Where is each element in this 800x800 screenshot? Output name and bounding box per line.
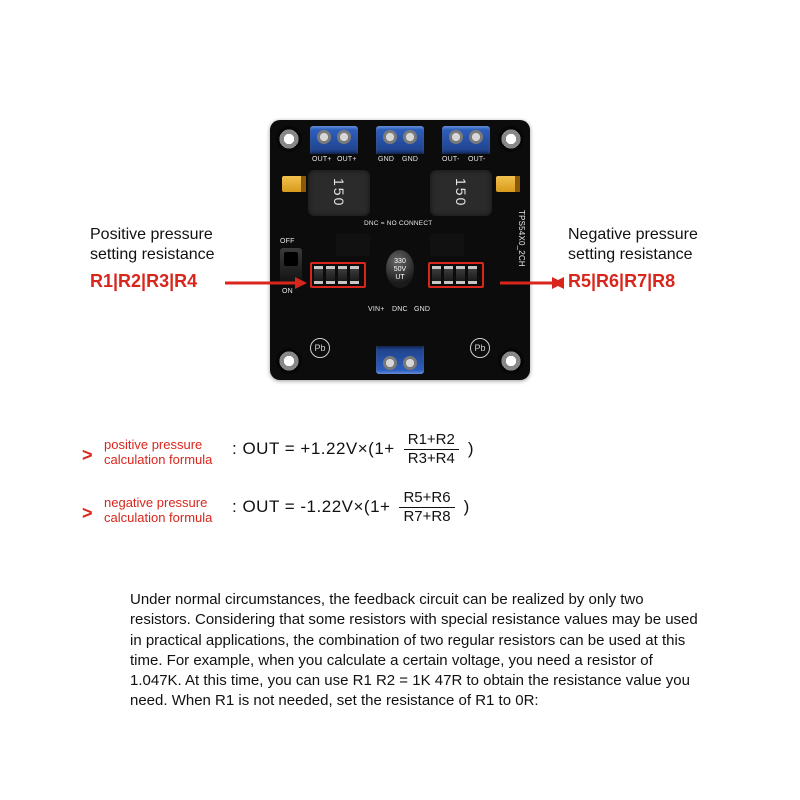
inductor-value: 150: [331, 178, 347, 207]
silk-label: GND: [378, 156, 394, 163]
formula-neg-pre: : OUT = -1.22V×(1+: [232, 497, 390, 517]
silk-label: OUT-: [468, 156, 486, 163]
silk-label: DNC: [392, 306, 408, 313]
formula-pos-num: R1+R2: [404, 432, 459, 450]
cap-value: UT: [395, 274, 404, 282]
arrow-right-icon: [488, 276, 564, 290]
formula-suffix: ): [464, 497, 470, 517]
formula-neg-num: R5+R6: [399, 490, 454, 508]
pb-badge-icon: Pb: [310, 338, 330, 358]
silk-label: VIN+: [368, 306, 385, 313]
silk-label: DNC = NO CONNECT: [364, 220, 432, 227]
smd-resistor-icon: [338, 266, 347, 284]
mount-hole-icon: [276, 126, 302, 152]
silk-label: GND: [414, 306, 430, 313]
formula-pos-den: R3+R4: [404, 450, 459, 467]
right-callout-title: Negative pressure setting resistance: [568, 225, 698, 265]
diagram-stage: OUT+ OUT+ GND GND OUT- OUT- 150 150 DNC …: [0, 0, 800, 800]
formula-neg-label: negative pressure calculation formula: [104, 496, 212, 526]
silk-label: OUT+: [337, 156, 357, 163]
formula-suffix: ): [468, 439, 474, 459]
formula-pos-pre: : OUT = +1.22V×(1+: [232, 439, 395, 459]
silk-label: OUT+: [312, 156, 332, 163]
mount-hole-icon: [498, 348, 524, 374]
left-callout-title: Positive pressure setting resistance: [90, 225, 215, 265]
pcb-board: OUT+ OUT+ GND GND OUT- OUT- 150 150 DNC …: [270, 120, 530, 380]
inductor-icon: 150: [308, 170, 370, 216]
smd-resistor-icon: [326, 266, 335, 284]
formula-neg-den: R7+R8: [399, 508, 454, 525]
formula-pos-label: positive pressure calculation formula: [104, 438, 212, 468]
tantalum-cap-icon: [496, 176, 520, 192]
ic-chip-icon: [336, 234, 370, 256]
electrolytic-cap-icon: 330 50V UT: [386, 250, 414, 288]
mount-hole-icon: [498, 126, 524, 152]
resistor-array-left: [314, 266, 359, 284]
silk-label: GND: [402, 156, 418, 163]
bullet-icon: >: [82, 503, 93, 524]
pb-text: Pb: [474, 343, 485, 353]
right-callout-codes: R5|R6|R7|R8: [568, 270, 675, 293]
tantalum-cap-icon: [282, 176, 306, 192]
smd-resistor-icon: [350, 266, 359, 284]
screw-terminal-icon: [310, 126, 358, 154]
cap-value: 330: [394, 258, 406, 266]
inductor-value: 150: [453, 178, 469, 207]
smd-resistor-icon: [468, 266, 477, 284]
smd-resistor-icon: [444, 266, 453, 284]
left-callout-codes: R1|R2|R3|R4: [90, 270, 197, 293]
ic-chip-icon: [430, 234, 464, 256]
resistor-array-right: [432, 266, 477, 284]
formula-neg: : OUT = -1.22V×(1+ R5+R6 R7+R8 ): [232, 490, 469, 525]
silk-label: OFF: [280, 238, 295, 245]
arrow-left-icon: [225, 276, 307, 290]
smd-resistor-icon: [456, 266, 465, 284]
fraction-icon: R1+R2 R3+R4: [404, 432, 459, 467]
silk-label: TPS54X0_2CH: [517, 210, 526, 267]
explanation-paragraph: Under normal circumstances, the feedback…: [130, 590, 700, 712]
smd-resistor-icon: [432, 266, 441, 284]
formula-pos: : OUT = +1.22V×(1+ R1+R2 R3+R4 ): [232, 432, 474, 467]
smd-resistor-icon: [314, 266, 323, 284]
screw-terminal-icon: [376, 126, 424, 154]
screw-terminal-icon: [376, 346, 424, 374]
pb-badge-icon: Pb: [470, 338, 490, 358]
bullet-icon: >: [82, 445, 93, 466]
pb-text: Pb: [314, 343, 325, 353]
mount-hole-icon: [276, 348, 302, 374]
inductor-icon: 150: [430, 170, 492, 216]
fraction-icon: R5+R6 R7+R8: [399, 490, 454, 525]
silk-label: OUT-: [442, 156, 460, 163]
screw-terminal-icon: [442, 126, 490, 154]
cap-value: 50V: [394, 266, 406, 274]
